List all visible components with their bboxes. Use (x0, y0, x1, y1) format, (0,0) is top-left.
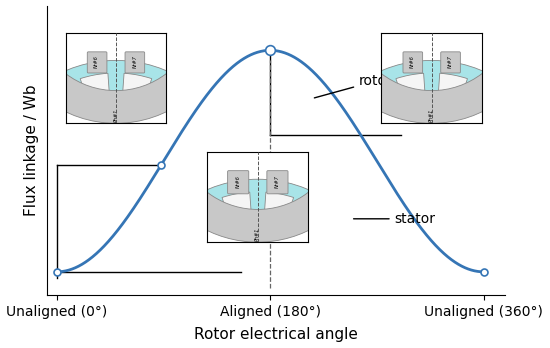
X-axis label: Rotor electrical angle: Rotor electrical angle (194, 327, 358, 342)
Text: stator: stator (354, 212, 436, 226)
Y-axis label: Flux linkage / Wb: Flux linkage / Wb (24, 85, 39, 216)
Text: rotor: rotor (315, 74, 393, 98)
